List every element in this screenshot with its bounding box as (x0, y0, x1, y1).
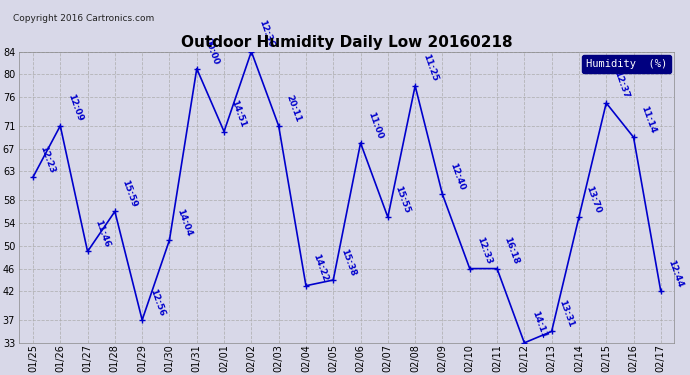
Text: 16:18: 16:18 (502, 236, 521, 266)
Text: 11:46: 11:46 (93, 219, 111, 249)
Text: 12:40: 12:40 (448, 162, 466, 192)
Text: 14:51: 14:51 (230, 99, 248, 129)
Text: 13:70: 13:70 (584, 184, 603, 214)
Text: 15:38: 15:38 (339, 247, 357, 277)
Text: 15:55: 15:55 (393, 184, 412, 214)
Text: 12:36: 12:36 (257, 19, 275, 49)
Text: 11:14: 11:14 (639, 104, 658, 135)
Title: Outdoor Humidity Daily Low 20160218: Outdoor Humidity Daily Low 20160218 (181, 35, 513, 50)
Text: 12:33: 12:33 (475, 236, 493, 266)
Text: 14:22: 14:22 (311, 253, 330, 283)
Text: 11:25: 11:25 (421, 53, 439, 83)
Text: 12:56: 12:56 (148, 287, 166, 317)
Text: 13:31: 13:31 (558, 298, 575, 328)
Text: 12:37: 12:37 (612, 70, 630, 100)
Legend: Humidity  (%): Humidity (%) (582, 55, 671, 73)
Text: 20:11: 20:11 (284, 93, 302, 123)
Text: Copyright 2016 Cartronics.com: Copyright 2016 Cartronics.com (13, 14, 154, 23)
Text: 14:04: 14:04 (175, 207, 193, 237)
Text: 14:11: 14:11 (530, 310, 548, 340)
Text: 15:59: 15:59 (121, 178, 139, 209)
Text: 12:09: 12:09 (66, 93, 84, 123)
Text: 12:44: 12:44 (667, 258, 684, 289)
Text: 12:23: 12:23 (39, 144, 57, 174)
Text: 11:00: 11:00 (366, 110, 384, 140)
Text: 00:00: 00:00 (202, 36, 220, 66)
